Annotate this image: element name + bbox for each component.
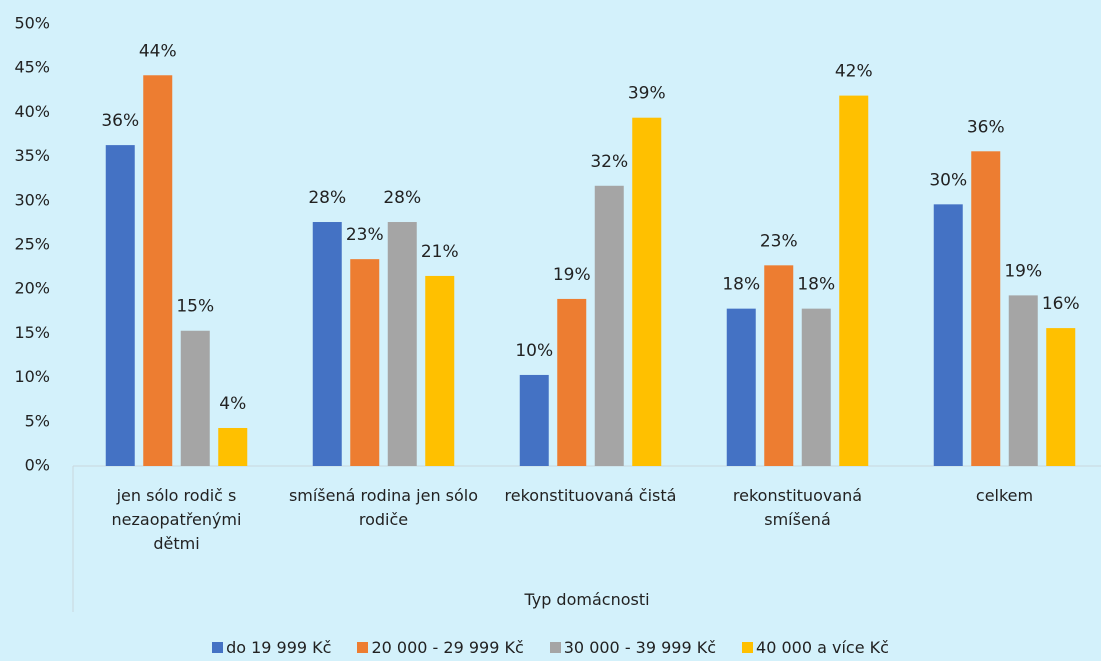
- x-axis-title: Typ domácnosti: [524, 590, 650, 609]
- y-tick-label: 45%: [14, 58, 50, 77]
- data-label: 10%: [515, 341, 553, 361]
- data-label: 15%: [176, 297, 214, 317]
- bar: [594, 185, 624, 466]
- legend-label: 20 000 - 29 999 Kč: [371, 638, 524, 657]
- legend-label: 40 000 a více Kč: [756, 638, 889, 657]
- legend-swatch: [357, 642, 369, 653]
- bar: [839, 95, 869, 466]
- legend-item: 30 000 - 39 999 Kč: [549, 638, 717, 657]
- y-tick-label: 25%: [14, 235, 50, 254]
- data-label: 21%: [421, 242, 459, 262]
- legend-item: do 19 999 Kč: [212, 638, 331, 657]
- legend-swatch: [212, 642, 224, 653]
- bar: [632, 117, 662, 466]
- data-label: 28%: [308, 188, 346, 208]
- legend-label: 30 000 - 39 999 Kč: [563, 638, 717, 657]
- data-label: 32%: [590, 152, 628, 172]
- y-tick-label: 50%: [14, 14, 50, 33]
- data-label: 19%: [553, 265, 591, 285]
- legend-swatch: [742, 642, 754, 653]
- data-label: 30%: [929, 170, 967, 190]
- bar: [312, 222, 342, 466]
- data-label: 23%: [760, 231, 798, 251]
- x-tick-label: jen sólo rodič s nezaopatřenými dětmi: [111, 486, 242, 553]
- x-tick-label: smíšená rodina jen sólo rodiče: [288, 486, 479, 529]
- bar: [519, 374, 549, 466]
- bar: [1046, 328, 1076, 466]
- legend-swatch: [549, 642, 561, 653]
- bar: [557, 298, 587, 466]
- y-tick-label: 15%: [14, 323, 50, 342]
- bar: [387, 222, 417, 466]
- bar: [350, 259, 380, 466]
- legend-label: do 19 999 Kč: [226, 638, 332, 657]
- data-label: 23%: [346, 225, 384, 245]
- data-label: 36%: [101, 111, 139, 131]
- bar: [218, 427, 248, 466]
- legend-item: 20 000 - 29 999 Kč: [357, 638, 524, 657]
- bar: [105, 145, 135, 466]
- bar: [1008, 295, 1038, 466]
- bar: [180, 330, 210, 466]
- y-tick-label: 0%: [25, 456, 50, 475]
- data-label: 39%: [628, 84, 666, 104]
- bar: [726, 308, 756, 466]
- x-tick-label: rekonstituovaná čistá: [504, 486, 677, 505]
- x-tick-label: celkem: [975, 486, 1034, 505]
- data-label: 42%: [835, 62, 873, 82]
- y-tick-label: 5%: [25, 411, 50, 430]
- data-label: 44%: [139, 41, 177, 61]
- data-label: 28%: [383, 188, 421, 208]
- bar: [801, 308, 831, 466]
- data-label: 18%: [722, 275, 760, 295]
- data-label: 4%: [219, 394, 246, 414]
- data-label: 18%: [797, 275, 835, 295]
- data-label: 16%: [1042, 294, 1080, 314]
- y-tick-label: 10%: [14, 367, 50, 386]
- bar: [933, 204, 963, 466]
- bar: [764, 265, 794, 466]
- data-label: 36%: [967, 117, 1005, 137]
- bar: [425, 275, 455, 466]
- legend-item: 40 000 a více Kč: [742, 638, 889, 657]
- y-tick-label: 30%: [14, 190, 50, 209]
- legend: do 19 999 Kč 20 000 - 29 999 Kč 30 000 - 3…: [0, 638, 1101, 657]
- data-label: 19%: [1004, 261, 1042, 281]
- y-tick-label: 40%: [14, 102, 50, 121]
- y-tick-label: 35%: [14, 146, 50, 165]
- y-tick-label: 20%: [14, 279, 50, 298]
- bar: [143, 75, 173, 466]
- x-tick-label: rekonstituovaná smíšená: [732, 486, 863, 529]
- bar: [971, 151, 1001, 466]
